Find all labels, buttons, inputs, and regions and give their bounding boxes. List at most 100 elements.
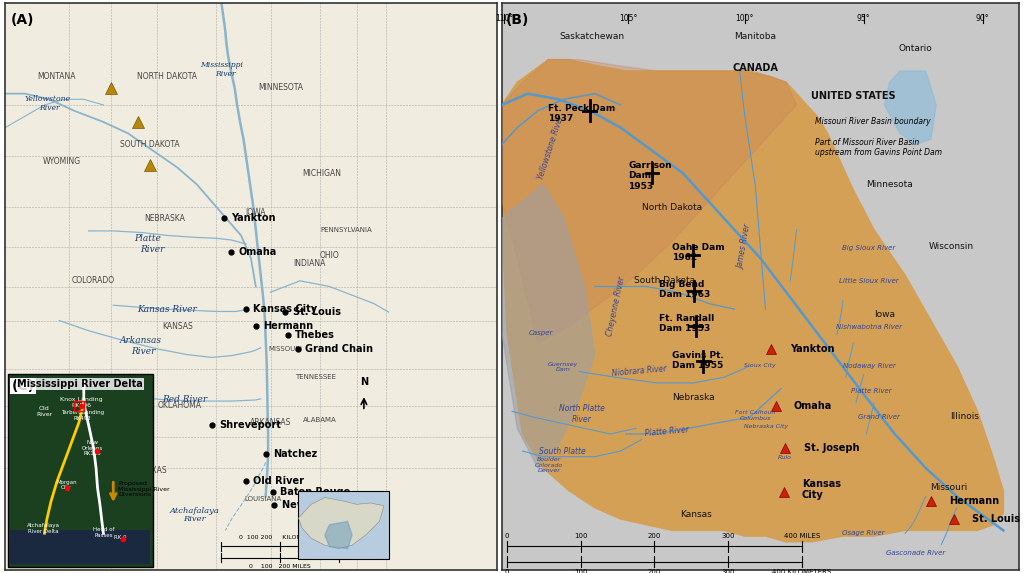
Text: Nebraska City: Nebraska City	[744, 423, 788, 429]
Text: St. Louis: St. Louis	[293, 307, 341, 317]
Text: Niobrara River: Niobrara River	[611, 364, 667, 379]
Text: 105°: 105°	[620, 14, 638, 23]
Text: River: River	[215, 70, 236, 78]
Text: Grand River: Grand River	[858, 414, 900, 420]
Text: Knox Landing
RK506: Knox Landing RK506	[60, 398, 102, 408]
Text: WYOMING: WYOMING	[43, 157, 81, 166]
Text: 400 KILOMETERS: 400 KILOMETERS	[772, 569, 831, 573]
Text: 0: 0	[505, 569, 509, 573]
Text: 100°: 100°	[735, 14, 754, 23]
Text: River: River	[39, 104, 59, 112]
Text: Hermann: Hermann	[263, 321, 313, 331]
Text: SOUTH DAKOTA: SOUTH DAKOTA	[120, 140, 180, 149]
Text: 200: 200	[647, 569, 662, 573]
Text: TEXAS: TEXAS	[142, 466, 167, 476]
Text: New
Orleans
RK165: New Orleans RK165	[82, 440, 103, 457]
Text: 400 MILES: 400 MILES	[783, 533, 820, 539]
Text: 90°: 90°	[976, 14, 989, 23]
Text: Natchez: Natchez	[273, 449, 317, 459]
Text: Cheyenne River: Cheyenne River	[605, 276, 627, 337]
Text: Wisconsin: Wisconsin	[929, 242, 974, 252]
Text: Kansas River: Kansas River	[137, 305, 198, 313]
Text: Part of Missouri River Basin
upstream from Gavins Point Dam: Part of Missouri River Basin upstream fr…	[815, 138, 942, 157]
Text: 0    100   200 MILES: 0 100 200 MILES	[250, 564, 311, 570]
Text: James River: James River	[736, 224, 754, 270]
Text: Tarbert Landing
RK492: Tarbert Landing RK492	[61, 410, 104, 421]
Text: (A): (A)	[11, 13, 35, 27]
Text: Iowa: Iowa	[873, 311, 895, 319]
Text: River: River	[131, 347, 156, 356]
Text: Gavins Pt.
Dam 1955: Gavins Pt. Dam 1955	[673, 351, 724, 370]
Text: Red River: Red River	[162, 395, 207, 405]
Text: Gasconade River: Gasconade River	[886, 550, 945, 556]
Text: Proposed
Mississippi River
Diversions: Proposed Mississippi River Diversions	[118, 481, 170, 497]
Text: Manitoba: Manitoba	[734, 33, 776, 41]
Text: 0: 0	[505, 533, 509, 539]
Text: Head of
Passes: Head of Passes	[92, 527, 115, 537]
Text: Missouri River Basin boundary: Missouri River Basin boundary	[815, 117, 930, 127]
Polygon shape	[502, 60, 1004, 542]
Text: St. Joseph: St. Joseph	[804, 443, 859, 453]
Text: Old
River: Old River	[36, 406, 52, 417]
Text: CANADA: CANADA	[732, 63, 778, 73]
Text: Mississippi River Delta: Mississippi River Delta	[17, 379, 143, 389]
Text: River: River	[183, 515, 206, 523]
Text: MISSOURI: MISSOURI	[268, 346, 302, 352]
Text: River: River	[140, 245, 165, 254]
Text: KANSAS: KANSAS	[162, 321, 193, 331]
Text: South Platte: South Platte	[540, 446, 586, 456]
Bar	[7, 374, 153, 567]
Text: MINNESOTA: MINNESOTA	[258, 84, 303, 92]
Text: 300: 300	[721, 533, 735, 539]
Text: Yankton: Yankton	[791, 344, 835, 354]
Text: IOWA: IOWA	[246, 208, 266, 217]
Text: Ft. Peck Dam
1937: Ft. Peck Dam 1937	[548, 104, 615, 123]
Text: Platte: Platte	[134, 234, 161, 243]
Text: Atchafalaya: Atchafalaya	[169, 507, 219, 515]
Text: Thebes: Thebes	[295, 329, 335, 340]
Text: Ft. Randall
Dam 1953: Ft. Randall Dam 1953	[659, 313, 715, 333]
Text: LOUISIANA: LOUISIANA	[245, 496, 282, 502]
Text: Nebraska: Nebraska	[672, 393, 715, 402]
Text: 300: 300	[721, 569, 735, 573]
Text: St. Louis: St. Louis	[973, 514, 1020, 524]
Text: North Dakota: North Dakota	[642, 203, 702, 211]
Text: ARKANSAS: ARKANSAS	[250, 418, 291, 427]
Text: Garrison
Dam
1953: Garrison Dam 1953	[629, 161, 672, 191]
Text: OHIO: OHIO	[319, 251, 339, 260]
Text: ALABAMA: ALABAMA	[303, 417, 337, 423]
Text: PENNSYLVANIA: PENNSYLVANIA	[321, 227, 373, 233]
Text: Old River: Old River	[253, 476, 304, 485]
Text: Ontario: Ontario	[899, 44, 932, 53]
Text: Grand Chain: Grand Chain	[305, 344, 373, 354]
Text: Kansas: Kansas	[680, 510, 712, 519]
Text: NORTH DAKOTA: NORTH DAKOTA	[137, 72, 198, 81]
Text: Kansas
City: Kansas City	[802, 479, 841, 500]
Text: 95°: 95°	[857, 14, 870, 23]
Text: Rulo: Rulo	[778, 456, 793, 460]
Text: Hermann: Hermann	[949, 496, 999, 506]
Text: 100: 100	[573, 533, 588, 539]
Bar	[74, 401, 84, 411]
Text: Kansas City: Kansas City	[253, 304, 317, 314]
Text: Shreveport: Shreveport	[219, 421, 281, 430]
Text: Arkansas: Arkansas	[119, 336, 162, 345]
Text: Nishwabotna River: Nishwabotna River	[836, 324, 902, 331]
Polygon shape	[502, 185, 595, 468]
Text: Nodaway River: Nodaway River	[843, 363, 895, 369]
Polygon shape	[325, 521, 352, 548]
Text: Atchafalaya
River Delta: Atchafalaya River Delta	[27, 523, 60, 534]
Text: (B): (B)	[506, 13, 529, 27]
Text: Illinois: Illinois	[950, 413, 979, 422]
Text: Baton Rouge: Baton Rouge	[281, 487, 350, 497]
Text: South Dakota: South Dakota	[634, 276, 695, 285]
Text: Osage River: Osage River	[843, 530, 885, 536]
Text: Fort Calhoun
Columbus: Fort Calhoun Columbus	[735, 410, 775, 421]
Text: Casper: Casper	[528, 330, 553, 336]
Text: Morgan
City: Morgan City	[56, 480, 77, 490]
Text: Omaha: Omaha	[239, 248, 276, 257]
Text: 0  100 200     KILOMETERS: 0 100 200 KILOMETERS	[239, 535, 322, 540]
Bar	[10, 531, 151, 564]
Text: Big Bend
Dam 1963: Big Bend Dam 1963	[659, 280, 711, 299]
Bar	[298, 490, 388, 559]
